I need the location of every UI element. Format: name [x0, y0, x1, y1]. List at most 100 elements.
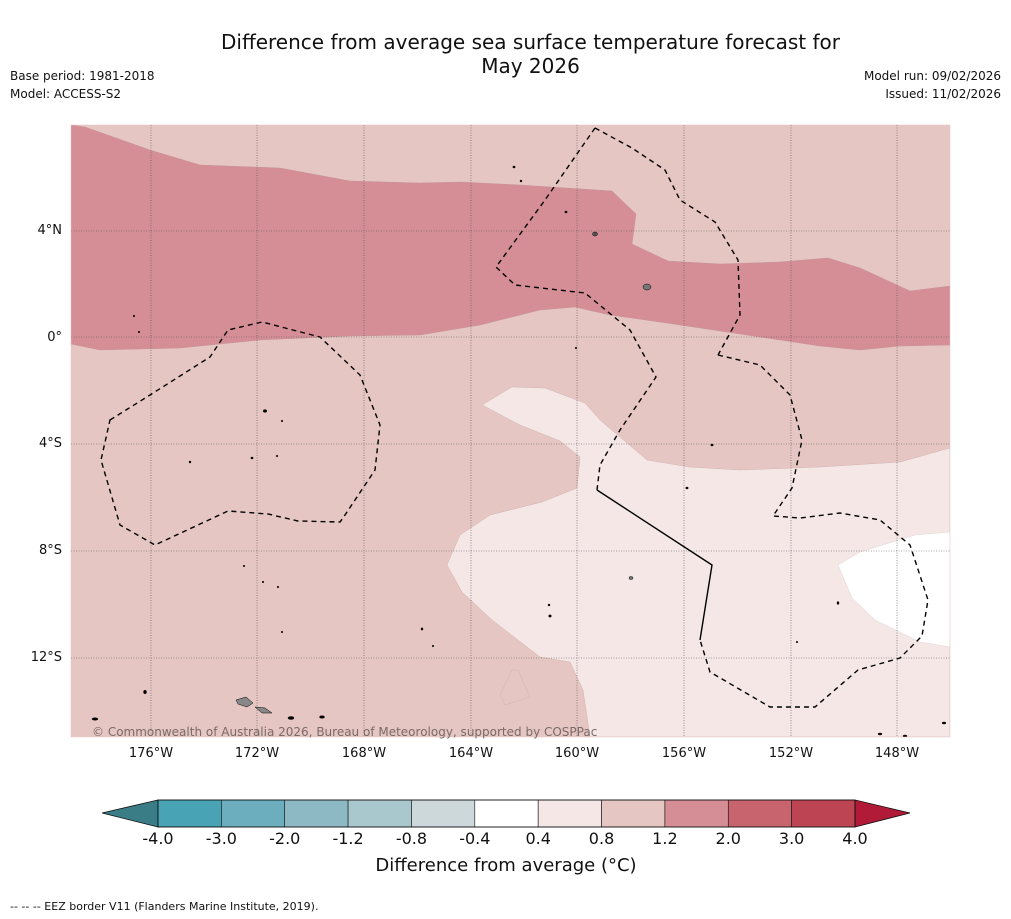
- colorbar-tick-label: -0.8: [395, 829, 428, 848]
- colorbar: [101, 799, 911, 828]
- island: [132, 314, 136, 318]
- island: [262, 409, 268, 413]
- colorbar-cell: [791, 799, 856, 828]
- island: [319, 715, 325, 719]
- colorbar-under: [101, 799, 159, 828]
- lon-label-176w: 176°W: [128, 746, 174, 761]
- island: [275, 454, 279, 458]
- colorbar-cell: [284, 799, 349, 828]
- colorbar-tick-label: 1.2: [652, 829, 678, 848]
- island: [710, 443, 714, 447]
- colorbar-cell: [411, 799, 476, 828]
- island: [242, 564, 246, 568]
- island: [574, 346, 578, 350]
- island: [795, 640, 799, 644]
- island: [250, 456, 254, 460]
- island: [642, 283, 652, 291]
- colorbar-tick-label: 0.4: [525, 829, 551, 848]
- island: [91, 717, 99, 721]
- colorbar-tick-label: -0.4: [459, 829, 491, 848]
- colorbar-cell: [157, 799, 222, 828]
- island: [548, 614, 552, 618]
- island: [941, 721, 947, 725]
- map-area: [71, 125, 950, 737]
- island: [628, 576, 634, 580]
- graticule: [71, 125, 950, 737]
- island: [188, 460, 192, 464]
- colorbar-tick-label: -4.0: [142, 829, 174, 848]
- colorbar-tick-label: -1.2: [332, 829, 364, 848]
- eez-borders: [100, 127, 929, 708]
- colorbar-tick-label: 2.0: [715, 829, 741, 848]
- base-period: Base period: 1981-2018: [10, 69, 155, 83]
- band-0.8-1.2-island: [499, 669, 531, 706]
- map-frame: [70, 124, 951, 738]
- colorbar-cells: [157, 799, 856, 828]
- lon-label-172w: 172°W: [234, 746, 280, 761]
- band-neutral: [837, 531, 950, 648]
- island: [261, 580, 265, 584]
- island: [902, 734, 908, 737]
- lon-label-156w: 156°W: [661, 746, 707, 761]
- model-name: Model: ACCESS-S2: [10, 87, 122, 101]
- lon-label-168w: 168°W: [341, 746, 387, 761]
- eez-tokelau: [100, 321, 381, 546]
- model-run: Model run: 09/02/2026: [863, 69, 1001, 83]
- lat-label-4n: 4°N: [37, 223, 63, 238]
- island: [564, 210, 568, 214]
- lon-label-160w: 160°W: [554, 746, 600, 761]
- colorbar-cell: [601, 799, 666, 828]
- island: [512, 165, 516, 169]
- colorbar-tick-label: 0.8: [588, 829, 615, 848]
- colorbar-cell: [537, 799, 602, 828]
- island: [287, 716, 295, 720]
- island: [420, 627, 424, 631]
- footnote: -- -- -- EEZ border V11 (Flanders Marine…: [10, 900, 319, 913]
- islands: [91, 165, 947, 737]
- island: [431, 644, 435, 648]
- lat-label-8s: 8°S: [38, 543, 62, 558]
- island: [877, 732, 883, 736]
- island: [547, 603, 551, 607]
- meta-right: Model run: 09/02/2026 Issued: 11/02/2026: [864, 67, 1001, 103]
- lon-label-152w: 152°W: [768, 746, 814, 761]
- colorbar-cell: [221, 799, 286, 828]
- copyright-notice: © Commonwealth of Australia 2026, Bureau…: [92, 725, 598, 739]
- title-line-2: May 2026: [481, 54, 580, 78]
- colorbar-frame: [157, 799, 856, 828]
- meta-left: Base period: 1981-2018 Model: ACCESS-S2: [10, 67, 155, 103]
- island: [280, 419, 284, 423]
- island: [685, 486, 689, 490]
- island: [280, 630, 284, 634]
- lat-label-0: 0°: [47, 330, 62, 345]
- band-1.2-2.0: [71, 125, 950, 351]
- eez-phoenix-north: [495, 127, 657, 491]
- lat-label-12s: 12°S: [30, 650, 62, 665]
- title-line-1: Difference from average sea surface temp…: [220, 30, 840, 54]
- colorbar-tick-label: 4.0: [842, 829, 868, 848]
- colorbar-cell: [664, 799, 729, 828]
- colorbar-tick-label: -3.0: [205, 829, 237, 848]
- colorbar-cell: [474, 799, 539, 828]
- eez-line-islands-south: [699, 354, 929, 708]
- colorbar-tick-label: 3.0: [778, 829, 805, 848]
- lon-label-164w: 164°W: [448, 746, 494, 761]
- island: [143, 689, 147, 695]
- colorbar-cell: [347, 799, 412, 828]
- lat-label-4s: 4°S: [38, 436, 62, 451]
- island: [137, 330, 141, 334]
- colorbar-cell: [727, 799, 792, 828]
- island: [276, 585, 280, 589]
- eez-solid-border: [596, 489, 713, 641]
- island-samoa-upolu: [254, 706, 273, 714]
- island: [519, 179, 523, 183]
- issued-date: Issued: 11/02/2026: [885, 87, 1001, 101]
- colorbar-title: Difference from average (°C): [375, 855, 637, 876]
- chart-title: Difference from average sea surface temp…: [150, 30, 911, 78]
- band-0.4-0.8: [446, 386, 950, 737]
- island: [836, 601, 840, 605]
- lon-label-148w: 148°W: [874, 746, 920, 761]
- colorbar-over: [854, 799, 911, 828]
- eez-line-islands-north: [594, 127, 741, 356]
